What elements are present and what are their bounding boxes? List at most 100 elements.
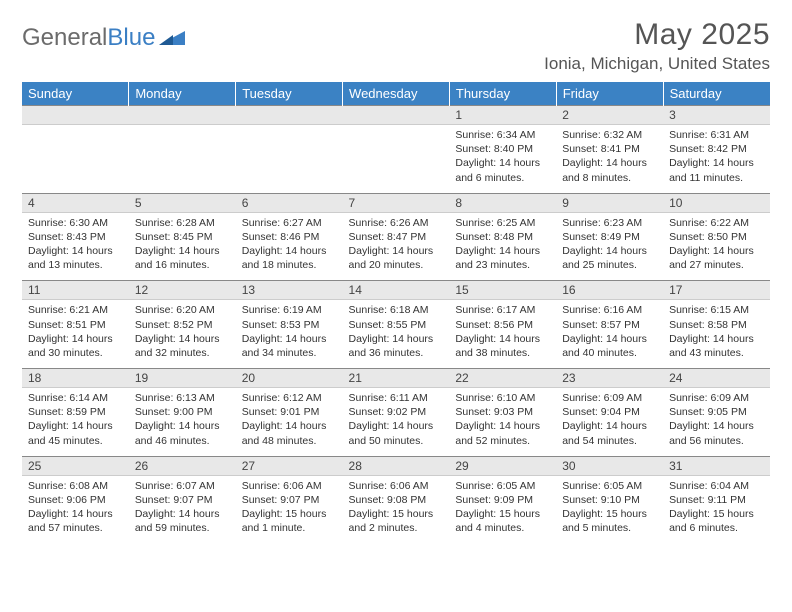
day-number: 27 (236, 456, 343, 475)
day-number: 7 (343, 193, 450, 212)
sunset-text: Sunset: 9:11 PM (669, 493, 764, 507)
sunset-text: Sunset: 8:46 PM (242, 230, 337, 244)
sunset-text: Sunset: 9:05 PM (669, 405, 764, 419)
daylight-text-2: and 2 minutes. (349, 521, 444, 535)
daylight-text-1: Daylight: 14 hours (562, 332, 657, 346)
header: GeneralBlue May 2025 Ionia, Michigan, Un… (22, 18, 770, 74)
day-cell (129, 125, 236, 194)
daylight-text-2: and 36 minutes. (349, 346, 444, 360)
day-cell: Sunrise: 6:30 AMSunset: 8:43 PMDaylight:… (22, 212, 129, 281)
daylight-text-2: and 54 minutes. (562, 434, 657, 448)
month-title: May 2025 (544, 18, 770, 52)
daylight-text-1: Daylight: 14 hours (455, 156, 550, 170)
day-header: Saturday (663, 82, 770, 106)
daylight-text-2: and 23 minutes. (455, 258, 550, 272)
day-number: 9 (556, 193, 663, 212)
sunset-text: Sunset: 9:08 PM (349, 493, 444, 507)
day-cell: Sunrise: 6:06 AMSunset: 9:07 PMDaylight:… (236, 475, 343, 543)
day-cell: Sunrise: 6:05 AMSunset: 9:09 PMDaylight:… (449, 475, 556, 543)
sunset-text: Sunset: 9:02 PM (349, 405, 444, 419)
sunrise-text: Sunrise: 6:21 AM (28, 303, 123, 317)
sunrise-text: Sunrise: 6:14 AM (28, 391, 123, 405)
day-cell: Sunrise: 6:06 AMSunset: 9:08 PMDaylight:… (343, 475, 450, 543)
daylight-text-2: and 4 minutes. (455, 521, 550, 535)
sunset-text: Sunset: 9:07 PM (242, 493, 337, 507)
day-number: 17 (663, 281, 770, 300)
day-number: 3 (663, 106, 770, 125)
day-detail-row: Sunrise: 6:34 AMSunset: 8:40 PMDaylight:… (22, 125, 770, 194)
day-header-row: SundayMondayTuesdayWednesdayThursdayFrid… (22, 82, 770, 106)
day-cell: Sunrise: 6:34 AMSunset: 8:40 PMDaylight:… (449, 125, 556, 194)
sunset-text: Sunset: 8:57 PM (562, 318, 657, 332)
daylight-text-1: Daylight: 14 hours (135, 507, 230, 521)
daylight-text-2: and 32 minutes. (135, 346, 230, 360)
day-header: Sunday (22, 82, 129, 106)
brand-part2: Blue (107, 24, 155, 52)
daylight-text-2: and 25 minutes. (562, 258, 657, 272)
day-number: 4 (22, 193, 129, 212)
sunset-text: Sunset: 8:52 PM (135, 318, 230, 332)
daylight-text-2: and 6 minutes. (669, 521, 764, 535)
day-number: 20 (236, 369, 343, 388)
day-number: 28 (343, 456, 450, 475)
day-number: 25 (22, 456, 129, 475)
day-number: 12 (129, 281, 236, 300)
sunset-text: Sunset: 8:45 PM (135, 230, 230, 244)
daylight-text-1: Daylight: 14 hours (669, 156, 764, 170)
sunset-text: Sunset: 9:00 PM (135, 405, 230, 419)
daylight-text-1: Daylight: 14 hours (242, 419, 337, 433)
day-cell: Sunrise: 6:19 AMSunset: 8:53 PMDaylight:… (236, 300, 343, 369)
day-cell: Sunrise: 6:14 AMSunset: 8:59 PMDaylight:… (22, 388, 129, 457)
day-cell: Sunrise: 6:23 AMSunset: 8:49 PMDaylight:… (556, 212, 663, 281)
sunset-text: Sunset: 8:41 PM (562, 142, 657, 156)
day-cell: Sunrise: 6:28 AMSunset: 8:45 PMDaylight:… (129, 212, 236, 281)
daylight-text-2: and 5 minutes. (562, 521, 657, 535)
daylight-text-1: Daylight: 14 hours (562, 244, 657, 258)
day-number: 23 (556, 369, 663, 388)
day-number: 24 (663, 369, 770, 388)
sunrise-text: Sunrise: 6:09 AM (669, 391, 764, 405)
sunrise-text: Sunrise: 6:06 AM (349, 479, 444, 493)
day-cell: Sunrise: 6:31 AMSunset: 8:42 PMDaylight:… (663, 125, 770, 194)
sunrise-text: Sunrise: 6:23 AM (562, 216, 657, 230)
daylight-text-2: and 50 minutes. (349, 434, 444, 448)
sunset-text: Sunset: 9:10 PM (562, 493, 657, 507)
daylight-text-2: and 6 minutes. (455, 171, 550, 185)
sunrise-text: Sunrise: 6:12 AM (242, 391, 337, 405)
calendar-body: 12 3 Sunrise: 6:34 AMSunset: 8:40 PMDaylig… (22, 106, 770, 544)
daylight-text-1: Daylight: 14 hours (349, 244, 444, 258)
sunrise-text: Sunrise: 6:34 AM (455, 128, 550, 142)
calendar-table: SundayMondayTuesdayWednesdayThursdayFrid… (22, 82, 770, 543)
day-number-row: 11121314151617 (22, 281, 770, 300)
sunrise-text: Sunrise: 6:31 AM (669, 128, 764, 142)
sunset-text: Sunset: 8:43 PM (28, 230, 123, 244)
sunrise-text: Sunrise: 6:28 AM (135, 216, 230, 230)
day-cell: Sunrise: 6:26 AMSunset: 8:47 PMDaylight:… (343, 212, 450, 281)
sunrise-text: Sunrise: 6:05 AM (562, 479, 657, 493)
daylight-text-2: and 11 minutes. (669, 171, 764, 185)
day-cell: Sunrise: 6:20 AMSunset: 8:52 PMDaylight:… (129, 300, 236, 369)
day-number: 26 (129, 456, 236, 475)
day-number (343, 106, 450, 125)
day-detail-row: Sunrise: 6:08 AMSunset: 9:06 PMDaylight:… (22, 475, 770, 543)
day-cell: Sunrise: 6:17 AMSunset: 8:56 PMDaylight:… (449, 300, 556, 369)
sunrise-text: Sunrise: 6:22 AM (669, 216, 764, 230)
daylight-text-1: Daylight: 14 hours (28, 507, 123, 521)
daylight-text-2: and 57 minutes. (28, 521, 123, 535)
logo-icon (159, 24, 185, 52)
day-cell: Sunrise: 6:15 AMSunset: 8:58 PMDaylight:… (663, 300, 770, 369)
daylight-text-2: and 40 minutes. (562, 346, 657, 360)
sunrise-text: Sunrise: 6:08 AM (28, 479, 123, 493)
day-cell (343, 125, 450, 194)
day-cell: Sunrise: 6:22 AMSunset: 8:50 PMDaylight:… (663, 212, 770, 281)
sunrise-text: Sunrise: 6:19 AM (242, 303, 337, 317)
day-number: 19 (129, 369, 236, 388)
sunrise-text: Sunrise: 6:18 AM (349, 303, 444, 317)
sunrise-text: Sunrise: 6:07 AM (135, 479, 230, 493)
sunset-text: Sunset: 8:59 PM (28, 405, 123, 419)
sunrise-text: Sunrise: 6:15 AM (669, 303, 764, 317)
day-number: 5 (129, 193, 236, 212)
daylight-text-2: and 30 minutes. (28, 346, 123, 360)
sunrise-text: Sunrise: 6:17 AM (455, 303, 550, 317)
daylight-text-1: Daylight: 15 hours (349, 507, 444, 521)
